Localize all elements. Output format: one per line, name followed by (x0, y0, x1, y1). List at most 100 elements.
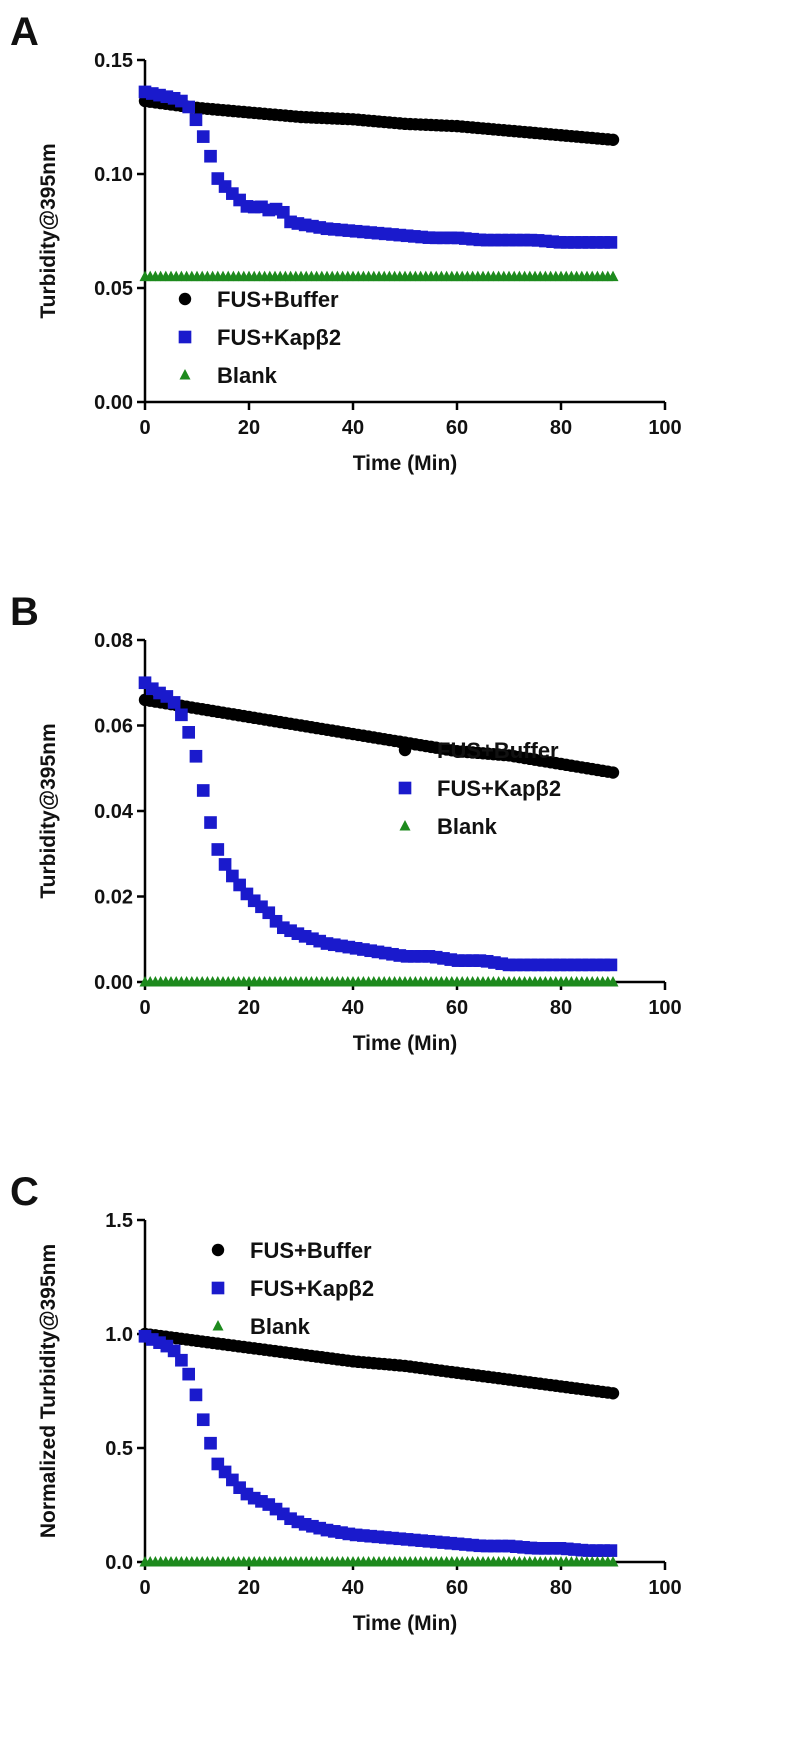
chart-b: 0.00 0.02 0.04 0.06 0.08 0 20 40 60 80 100 Time (Mi… (37, 630, 682, 1055)
x-tick-label: 0 (139, 417, 150, 439)
x-axis-title: Time (Min) (353, 452, 458, 475)
y-tick-label: 0.05 (94, 278, 133, 300)
series-1 (138, 1329, 618, 1557)
x-tick-label: 60 (446, 997, 468, 1019)
legend-label: FUS+Buffer (437, 738, 559, 763)
series-0 (138, 693, 620, 779)
data-point (204, 1436, 217, 1450)
x-tick-label: 0 (139, 997, 150, 1019)
y-tick-label: 0.15 (94, 50, 133, 72)
panel-label: B (10, 590, 39, 634)
data-point (189, 1388, 203, 1402)
legend-marker (178, 292, 192, 306)
series-2 (139, 1556, 619, 1567)
legend-label: FUS+Kapβ2 (250, 1276, 374, 1301)
panel-a: A 0.00 0.05 0.10 0.15 0 20 40 60 80 100 Time (Min)… (0, 0, 804, 580)
x-axis-title: Time (Min) (353, 1032, 458, 1055)
legend-marker (211, 1243, 225, 1257)
x-tick-label: 80 (550, 1577, 572, 1599)
panel-label: C (10, 1170, 39, 1214)
data-point (606, 766, 620, 779)
legend-label: Blank (437, 814, 498, 839)
legend: FUS+Buffer FUS+Kapβ2 Blank (211, 1238, 374, 1339)
data-point (604, 1544, 618, 1557)
y-tick-label: 0.06 (94, 716, 133, 738)
x-tick-label: 80 (550, 417, 572, 439)
x-tick-label: 60 (446, 417, 468, 439)
data-point (218, 858, 232, 871)
y-tick-label: 0.02 (94, 887, 133, 909)
legend-marker (398, 743, 412, 757)
y-tick-label: 0.00 (94, 972, 133, 994)
x-tick-label: 100 (648, 997, 681, 1019)
legend-label: FUS+Kapβ2 (217, 325, 341, 350)
legend-marker (211, 1281, 225, 1295)
series-1 (138, 85, 618, 249)
data-point (204, 816, 217, 829)
data-point (167, 696, 181, 709)
series-2 (139, 270, 619, 282)
x-tick-label: 0 (139, 1577, 150, 1599)
x-tick-label: 20 (238, 997, 260, 1019)
y-tick-label: 1.0 (105, 1324, 133, 1346)
y-axis-title: Turbidity@395nm (37, 723, 60, 898)
data-point (204, 149, 217, 163)
data-point (182, 1367, 196, 1381)
x-tick-label: 40 (342, 1577, 364, 1599)
x-tick-label: 80 (550, 997, 572, 1019)
data-point (182, 726, 196, 739)
data-point (607, 270, 619, 282)
legend-label: Blank (250, 1314, 311, 1339)
data-point (196, 784, 210, 797)
legend: FUS+Buffer FUS+Kapβ2 Blank (178, 287, 341, 388)
data-point (276, 205, 290, 219)
data-point (196, 1413, 210, 1427)
legend-marker (212, 1320, 224, 1331)
data-point (606, 133, 620, 146)
x-tick-label: 100 (648, 417, 681, 439)
legend-label: FUS+Kapβ2 (437, 776, 561, 801)
x-axis-title: Time (Min) (353, 1612, 458, 1635)
data-point (189, 749, 203, 763)
panel-b: B 0.00 0.02 0.04 0.06 0.08 0 20 40 60 80 100 Time (… (0, 580, 804, 1160)
x-tick-label: 60 (446, 1577, 468, 1599)
series-2 (139, 976, 619, 987)
x-tick-label: 40 (342, 417, 364, 439)
data-point (607, 1556, 619, 1567)
legend-marker (178, 330, 192, 344)
legend-label: Blank (217, 363, 278, 388)
x-tick-label: 100 (648, 1577, 681, 1599)
legend-marker (179, 369, 191, 380)
y-tick-label: 0.0 (105, 1552, 133, 1574)
panel-label: A (10, 10, 39, 54)
data-point (604, 236, 618, 249)
y-tick-label: 0.00 (94, 392, 133, 414)
x-tick-label: 20 (238, 417, 260, 439)
data-point (211, 843, 225, 856)
chart-a: 0.00 0.05 0.10 0.15 0 20 40 60 80 100 Time (Min) Tu… (37, 50, 682, 475)
y-tick-label: 0.5 (105, 1438, 133, 1460)
data-point (196, 130, 210, 143)
y-axis-title: Normalized Turbidity@395nm (37, 1244, 60, 1538)
y-tick-label: 1.5 (105, 1210, 133, 1232)
x-tick-label: 20 (238, 1577, 260, 1599)
data-point (189, 113, 203, 127)
series-1 (138, 676, 618, 972)
legend-label: FUS+Buffer (250, 1238, 372, 1263)
data-point (182, 100, 196, 114)
data-point (606, 1387, 620, 1400)
y-axis-title: Turbidity@395nm (37, 143, 60, 318)
legend-marker (399, 820, 411, 831)
legend: FUS+Buffer FUS+Kapβ2 Blank (398, 738, 561, 839)
data-point (607, 976, 619, 987)
panel-c: C 0.0 0.5 1.0 1.5 0 20 40 60 80 100 Time (Min) Norm… (0, 1160, 804, 1740)
x-tick-label: 40 (342, 997, 364, 1019)
chart-c: 0.0 0.5 1.0 1.5 0 20 40 60 80 100 Time (Min) Normal… (37, 1210, 682, 1635)
y-tick-label: 0.08 (94, 630, 133, 652)
y-tick-label: 0.04 (94, 801, 134, 823)
series-0 (138, 1327, 620, 1400)
data-point (175, 708, 188, 722)
data-point (175, 1353, 188, 1367)
legend-marker (398, 781, 412, 795)
series-0 (138, 94, 620, 146)
